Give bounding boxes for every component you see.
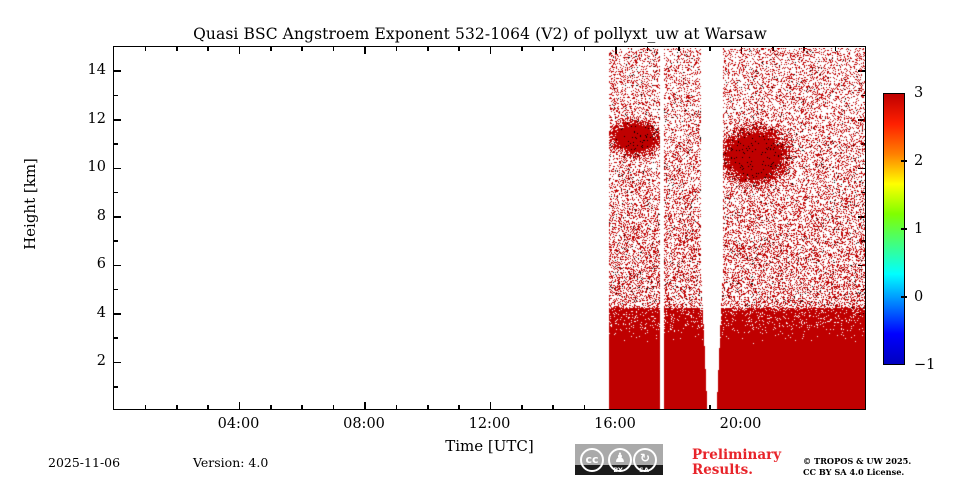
badge-by-label: BY: [613, 466, 623, 474]
page-title: Quasi BSC Angstroem Exponent 532-1064 (V…: [193, 25, 767, 43]
preliminary-line-2: Results.: [692, 461, 753, 478]
x-tick-label: 08:00: [343, 416, 385, 432]
cc-logo-text: cc: [585, 453, 599, 466]
colorbar: −1 0 1 2 3: [883, 85, 935, 373]
y-axis-tick-labels: 2 4 6 8 10 12 14: [58, 46, 106, 410]
colorbar-tick: [901, 296, 907, 298]
colorbar-tick: [901, 228, 907, 230]
y-tick-label: 2: [96, 353, 106, 370]
x-axis-tick-labels: 04:00 08:00 12:00 16:00 20:00: [113, 414, 866, 436]
badge-sa-label: SA: [639, 466, 649, 474]
footer-date: 2025-11-06: [48, 455, 121, 470]
heatmap-data-area: [114, 47, 865, 409]
by-person-icon: [608, 448, 632, 472]
credit-line-2: CC BY SA 4.0 License.: [803, 466, 905, 477]
y-tick-label: 14: [87, 62, 106, 79]
y-axis-title: Height [km]: [21, 158, 39, 250]
x-axis-title: Time [UTC]: [445, 437, 534, 455]
y-tick-label: 12: [87, 110, 106, 127]
x-tick-label: 04:00: [217, 416, 260, 432]
x-tick-label: 20:00: [719, 416, 762, 432]
y-tick-label: 8: [96, 207, 106, 224]
sa-sharealike-icon: [633, 448, 657, 472]
colorbar-tick-label: 2: [914, 153, 924, 169]
y-tick-label: 6: [96, 256, 106, 273]
colorbar-tick-label: 0: [914, 289, 924, 305]
colorbar-tick-label: 1: [914, 221, 924, 237]
by-person-glyph: ♟: [614, 451, 626, 466]
x-tick-label: 16:00: [594, 416, 636, 432]
y-tick-label: 10: [87, 159, 106, 176]
creative-commons-license-icon: cc ♟ ↻ BY SA: [575, 444, 663, 475]
preliminary-results-note: Preliminary Results.: [692, 448, 781, 477]
colorbar-tick-label: 3: [914, 85, 924, 101]
x-tick-label: 12:00: [468, 416, 511, 432]
footer-version: Version: 4.0: [193, 455, 269, 470]
sa-sharealike-glyph: ↻: [639, 451, 651, 465]
preliminary-line-1: Preliminary: [692, 447, 782, 463]
colorbar-tick: [901, 160, 907, 162]
credit-line-1: © TROPOS & UW 2025.: [803, 456, 912, 466]
y-tick-label: 4: [96, 304, 106, 321]
colorbar-tick-label: −1: [914, 357, 936, 373]
cc-logo-icon: [580, 448, 604, 472]
copyright-credit: © TROPOS & UW 2025. CC BY SA 4.0 License…: [803, 456, 911, 477]
colorbar-tick-labels: −1 0 1 2 3: [901, 85, 947, 373]
